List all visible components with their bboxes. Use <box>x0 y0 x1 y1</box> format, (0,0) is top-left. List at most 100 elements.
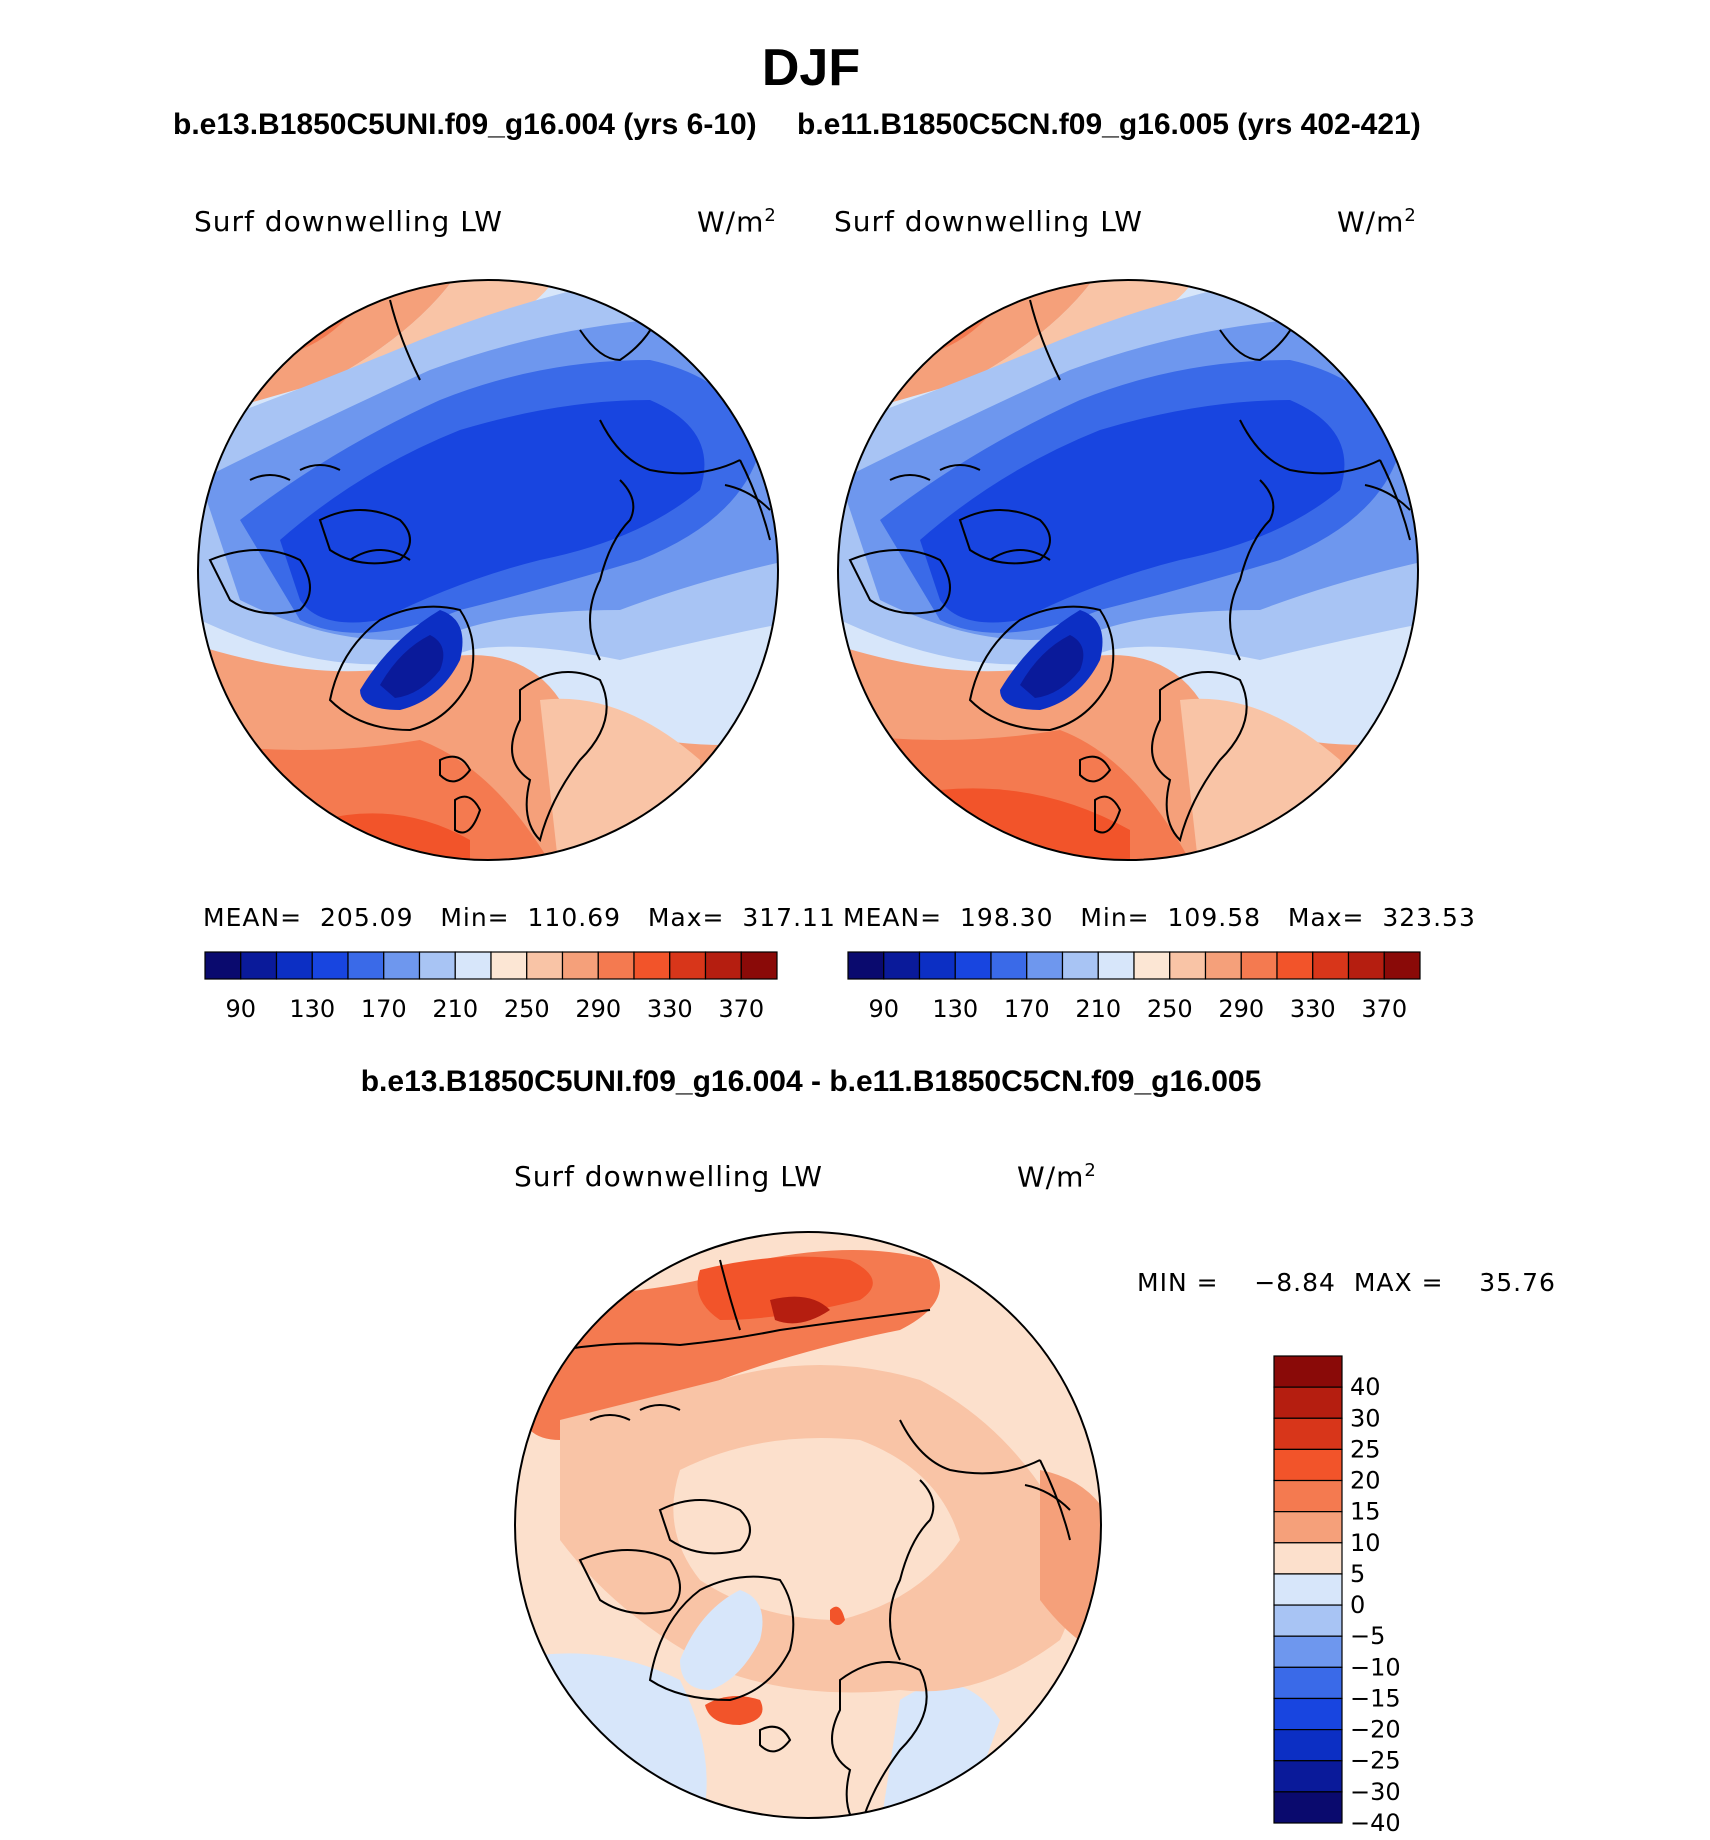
colorbar-panel-2-swatch <box>1169 951 1207 980</box>
colorbar-difference: 40 30 25 20 15 10 5 0 −5 −10 −15 −20 −25 −30 −40 <box>1273 1355 1401 1837</box>
colorbar-panel-2-swatch <box>1312 951 1350 980</box>
panel3-units: W/m2 <box>1017 1160 1097 1193</box>
colorbar-difference-swatch <box>1273 1573 1343 1606</box>
colorbar-panel-1-tick-label: 90 <box>225 995 256 1023</box>
colorbar-panel-2-tick-label: 90 <box>868 995 899 1023</box>
map-border-2 <box>837 279 1419 861</box>
colorbar-difference-tick-label: −40 <box>1350 1809 1401 1837</box>
colorbar-panel-1-tick-label: 170 <box>361 995 407 1023</box>
colorbar-panel-1-swatch <box>597 951 635 980</box>
colorbar-difference-tick-label: −20 <box>1350 1716 1401 1744</box>
colorbar-panel-1-tick-label: 250 <box>504 995 550 1023</box>
colorbar-panel-2-swatch <box>1097 951 1135 980</box>
panel3-units-sup: 2 <box>1084 1160 1097 1181</box>
colorbar-panel-1: 90 130 170 210 250 290 330 370 <box>204 951 778 1023</box>
colorbar-panel-2-swatch <box>1276 951 1314 980</box>
panel2-units: W/m2 <box>1337 205 1417 238</box>
colorbar-panel-2-tick-label: 210 <box>1075 995 1121 1023</box>
colorbar-panel-1-swatch <box>561 951 599 980</box>
colorbar-difference-tick-label: −15 <box>1350 1684 1401 1712</box>
panel2-units-text: W/m <box>1337 205 1405 239</box>
map-border-1 <box>197 279 779 861</box>
diff-title: b.e13.B1850C5UNI.f09_g16.004 - b.e11.B18… <box>360 1065 1262 1098</box>
colorbar-panel-1-tick-label: 290 <box>575 995 621 1023</box>
map-border-3 <box>514 1231 1102 1819</box>
colorbar-panel-2-swatch <box>990 951 1028 980</box>
colorbar-difference-swatch <box>1273 1479 1343 1513</box>
colorbar-panel-2-swatch <box>1383 951 1421 980</box>
colorbar-panel-1-swatch <box>669 951 707 980</box>
case2-title: b.e11.B1850C5CN.f09_g16.005 (yrs 402-421… <box>797 108 1421 141</box>
colorbar-panel-2-tick-label: 130 <box>932 995 978 1023</box>
colorbar-panel-2-tick-label: 170 <box>1004 995 1050 1023</box>
colorbar-panel-2-swatch <box>1026 951 1064 980</box>
colorbar-panel-1-tick-label: 370 <box>718 995 764 1023</box>
colorbar-difference-swatch <box>1273 1542 1343 1575</box>
colorbar-difference-tick-label: 0 <box>1350 1591 1365 1619</box>
colorbar-panel-1-swatch <box>311 951 349 980</box>
panel3-variable: Surf downwelling LW <box>514 1160 823 1193</box>
panel3-units-text: W/m <box>1017 1160 1085 1194</box>
colorbar-panel-2-tick-label: 370 <box>1361 995 1407 1023</box>
colorbar-panel-1-swatch <box>454 951 492 980</box>
panel2-units-sup: 2 <box>1404 205 1417 226</box>
colorbar-difference-swatch <box>1273 1386 1343 1419</box>
colorbar-panel-2-swatch <box>1347 951 1385 980</box>
map-panel-2 <box>838 280 1418 860</box>
colorbar-panel-1-swatch <box>526 951 564 980</box>
colorbar-difference-swatch <box>1273 1728 1343 1762</box>
colorbar-difference-tick-label: −30 <box>1350 1778 1401 1806</box>
colorbar-panel-2-swatch <box>918 951 956 980</box>
colorbar-panel-2-swatch <box>847 951 885 980</box>
colorbar-difference-tick-label: 10 <box>1350 1529 1381 1557</box>
colorbar-difference-tick-label: 30 <box>1350 1404 1381 1432</box>
colorbar-difference-tick-label: −10 <box>1350 1653 1401 1681</box>
colorbar-panel-2-tick-label: 250 <box>1147 995 1193 1023</box>
colorbar-difference-swatch <box>1273 1604 1343 1637</box>
colorbar-panel-2-tick-label: 290 <box>1218 995 1264 1023</box>
panel1-units-text: W/m <box>697 205 765 239</box>
colorbar-panel-2-swatch <box>1061 951 1099 980</box>
colorbar-difference-swatch <box>1273 1697 1343 1731</box>
colorbar-panel-1-tick-label: 330 <box>647 995 693 1023</box>
colorbar-difference-tick-label: −5 <box>1350 1622 1385 1650</box>
colorbar-difference-swatch <box>1273 1791 1343 1824</box>
colorbar-difference-tick-label: 15 <box>1350 1498 1381 1526</box>
colorbar-difference-tick-label: 5 <box>1350 1560 1365 1588</box>
colorbar-difference-swatch <box>1273 1448 1343 1482</box>
colorbar-difference-swatch <box>1273 1666 1343 1700</box>
colorbar-panel-2-swatch <box>1204 951 1242 980</box>
colorbar-panel-1-swatch <box>383 951 421 980</box>
colorbar-panel-1-swatch <box>240 951 278 980</box>
colorbar-difference-swatch <box>1273 1355 1343 1388</box>
panel3-stats: MIN = −8.84 MAX = 35.76 <box>1137 1268 1556 1297</box>
colorbar-panel-1-swatch <box>633 951 671 980</box>
colorbar-panel-2-tick-label: 330 <box>1290 995 1336 1023</box>
colorbar-panel-1-swatch <box>347 951 385 980</box>
panel1-units: W/m2 <box>697 205 777 238</box>
figure-title: DJF <box>761 39 861 97</box>
colorbar-panel-1-swatch <box>418 951 456 980</box>
map-panel-1 <box>198 280 778 860</box>
panel1-variable: Surf downwelling LW <box>194 205 503 238</box>
colorbar-panel-1-swatch <box>740 951 778 980</box>
panel1-stats: MEAN= 205.09 Min= 110.69 Max= 317.11 <box>203 903 836 932</box>
colorbar-panel-2-swatch <box>883 951 921 980</box>
panel2-variable: Surf downwelling LW <box>834 205 1143 238</box>
panel2-stats: MEAN= 198.30 Min= 109.58 Max= 323.53 <box>843 903 1476 932</box>
colorbar-difference-tick-label: 40 <box>1350 1373 1381 1401</box>
colorbar-panel-1-swatch <box>704 951 742 980</box>
colorbar-difference-tick-label: 20 <box>1350 1467 1381 1495</box>
colorbar-panel-1-swatch <box>204 951 242 980</box>
colorbar-difference-tick-label: 25 <box>1350 1435 1381 1463</box>
colorbar-panel-1-tick-label: 210 <box>432 995 478 1023</box>
colorbar-panel-2-swatch <box>1133 951 1171 980</box>
colorbar-difference-swatch <box>1273 1417 1343 1451</box>
colorbar-panel-2: 90 130 170 210 250 290 330 370 <box>847 951 1421 1023</box>
colorbar-panel-1-swatch <box>275 951 313 980</box>
colorbar-difference-swatch <box>1273 1635 1343 1668</box>
case1-title: b.e13.B1850C5UNI.f09_g16.004 (yrs 6-10) <box>173 108 757 141</box>
colorbar-panel-2-swatch <box>954 951 992 980</box>
colorbar-difference-tick-label: −25 <box>1350 1747 1401 1775</box>
